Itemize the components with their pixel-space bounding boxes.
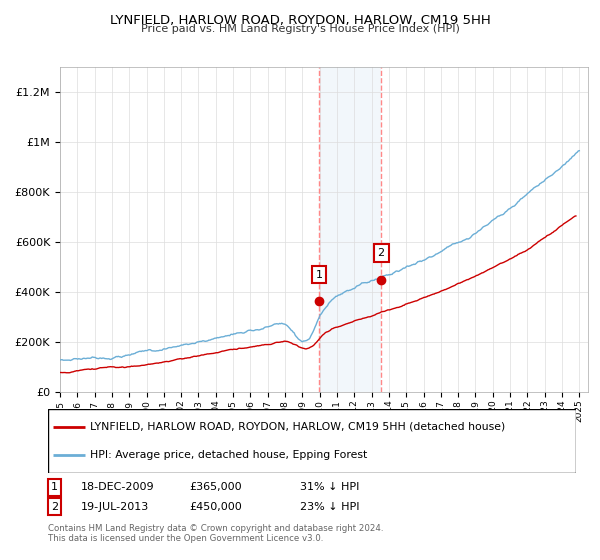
Text: 1: 1: [316, 269, 322, 279]
Text: 18-DEC-2009: 18-DEC-2009: [81, 482, 155, 492]
Bar: [319, 67, 381, 392]
FancyBboxPatch shape: [48, 409, 576, 473]
Text: This data is licensed under the Open Government Licence v3.0.: This data is licensed under the Open Gov…: [48, 534, 323, 543]
Text: 19-JUL-2013: 19-JUL-2013: [81, 502, 149, 512]
Text: Price paid vs. HM Land Registry's House Price Index (HPI): Price paid vs. HM Land Registry's House …: [140, 24, 460, 34]
Text: LYNFIELD, HARLOW ROAD, ROYDON, HARLOW, CM19 5HH: LYNFIELD, HARLOW ROAD, ROYDON, HARLOW, C…: [110, 14, 490, 27]
Text: 2: 2: [51, 502, 58, 512]
Text: Contains HM Land Registry data © Crown copyright and database right 2024.: Contains HM Land Registry data © Crown c…: [48, 524, 383, 533]
Text: LYNFIELD, HARLOW ROAD, ROYDON, HARLOW, CM19 5HH (detached house): LYNFIELD, HARLOW ROAD, ROYDON, HARLOW, C…: [90, 422, 505, 432]
Text: 1: 1: [51, 482, 58, 492]
Text: 2: 2: [377, 248, 385, 258]
Text: £450,000: £450,000: [189, 502, 242, 512]
Text: 23% ↓ HPI: 23% ↓ HPI: [300, 502, 359, 512]
Text: HPI: Average price, detached house, Epping Forest: HPI: Average price, detached house, Eppi…: [90, 450, 367, 460]
Text: £365,000: £365,000: [189, 482, 242, 492]
Text: 31% ↓ HPI: 31% ↓ HPI: [300, 482, 359, 492]
